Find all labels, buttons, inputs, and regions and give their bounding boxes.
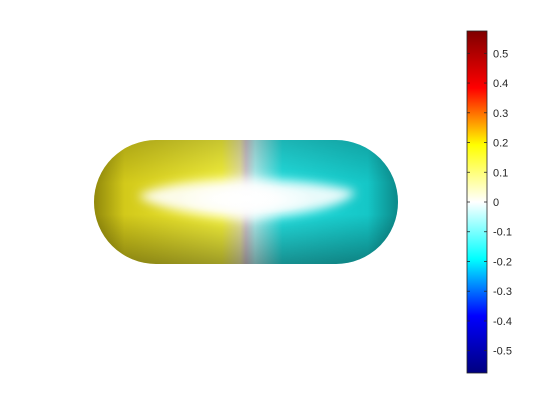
- colorbar-tick-label: 0.5: [493, 48, 508, 60]
- colorbar-tick-label: -0.4: [493, 316, 512, 328]
- colorbar-tick-label: -0.5: [493, 346, 512, 358]
- colorbar-tick-label: 0.3: [493, 108, 508, 120]
- colorbar-tick-label: 0.1: [493, 167, 508, 179]
- colorbar-ticks: 0.5 0.4 0.3 0.2 0.1 0 -0.1 -0.2 -0.3 -0.4 -0.5: [467, 48, 512, 358]
- colorbar-tick-label: -0.2: [493, 256, 512, 268]
- colorbar-frame: [466, 30, 488, 374]
- colorbar-tick-label: 0.2: [493, 138, 508, 150]
- capsule-surface: [94, 140, 398, 264]
- colorbar: 0.5 0.4 0.3 0.2 0.1 0 -0.1 -0.2 -0.3 -0.4 -0.5: [466, 30, 512, 374]
- colorbar-tick-label: -0.3: [493, 286, 512, 298]
- colorbar-tick-label: 0.4: [493, 78, 508, 90]
- colorbar-fill: [467, 31, 487, 373]
- colorbar-tick-label: -0.1: [493, 227, 512, 239]
- colorbar-tick-label: 0: [493, 197, 499, 209]
- capsule-highlight-core: [176, 183, 316, 215]
